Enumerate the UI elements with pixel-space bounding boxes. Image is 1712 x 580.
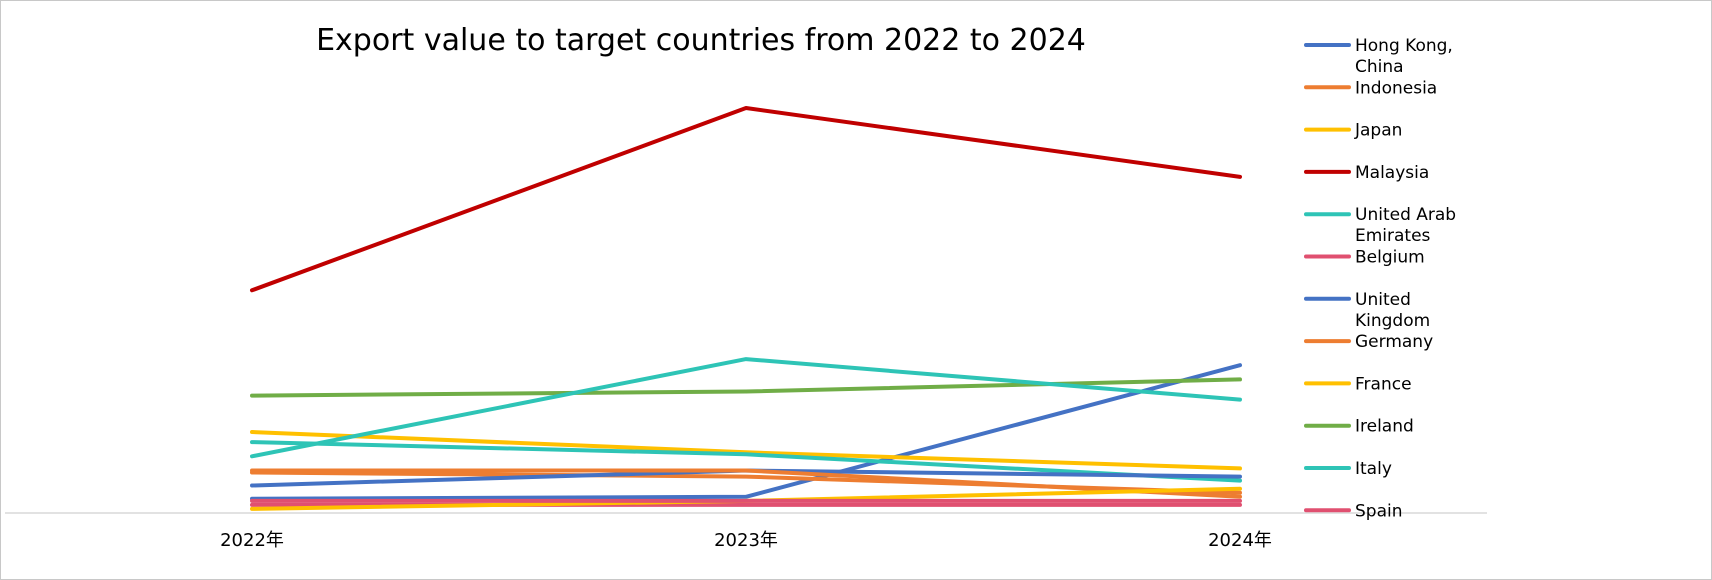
legend-label: United Arab Emirates	[1355, 205, 1456, 246]
legend-item-japan: Japan	[1304, 121, 1402, 141]
chart-title: Export value to target countries from 20…	[316, 23, 1086, 58]
legend-label: Malaysia	[1355, 163, 1429, 183]
legend-item-italy: Italy	[1304, 459, 1392, 479]
legend-item-spain: Spain	[1304, 501, 1403, 521]
series-line-ireland	[250, 377, 1242, 398]
legend-item-ireland: Ireland	[1304, 417, 1414, 437]
series-line-germany	[250, 468, 1242, 499]
legend-label: Japan	[1354, 121, 1402, 141]
legend-label: Indonesia	[1355, 78, 1437, 98]
legend-label: Spain	[1355, 501, 1403, 521]
x-tick-label: 2023年	[714, 530, 778, 551]
legend-item-malaysia: Malaysia	[1304, 163, 1429, 183]
series-lines	[250, 106, 1242, 511]
x-tick-labels: 2022年 2023年 2024年	[220, 530, 1272, 551]
legend-item-belgium: Belgium	[1304, 248, 1425, 268]
series-line-malaysia	[250, 106, 1242, 293]
legend-label: Italy	[1355, 459, 1392, 479]
legend-item-united-arab-emirates: United Arab Emirates	[1304, 205, 1456, 246]
legend-label: France	[1355, 374, 1412, 394]
legend-item-france: France	[1304, 374, 1412, 394]
series-line-italy	[250, 357, 1242, 459]
series-line-united-arab-emirates	[250, 440, 1242, 483]
legend-item-indonesia: Indonesia	[1304, 78, 1437, 98]
legend-label: Germany	[1355, 332, 1433, 352]
series-line-japan	[250, 430, 1242, 471]
legend-item-united-kingdom: United Kingdom	[1304, 290, 1430, 331]
legend-item-germany: Germany	[1304, 332, 1433, 352]
legend-label: Ireland	[1355, 417, 1414, 437]
legend-label: Hong Kong, China	[1355, 36, 1453, 77]
series-line-hong-kong-china	[250, 363, 1242, 501]
x-tick-label: 2022年	[220, 530, 284, 551]
legend-label: Belgium	[1355, 248, 1425, 268]
x-tick-label: 2024年	[1208, 530, 1272, 551]
legend-item-hong-kong-china: Hong Kong, China	[1304, 36, 1453, 77]
legend-label: United Kingdom	[1355, 290, 1430, 331]
